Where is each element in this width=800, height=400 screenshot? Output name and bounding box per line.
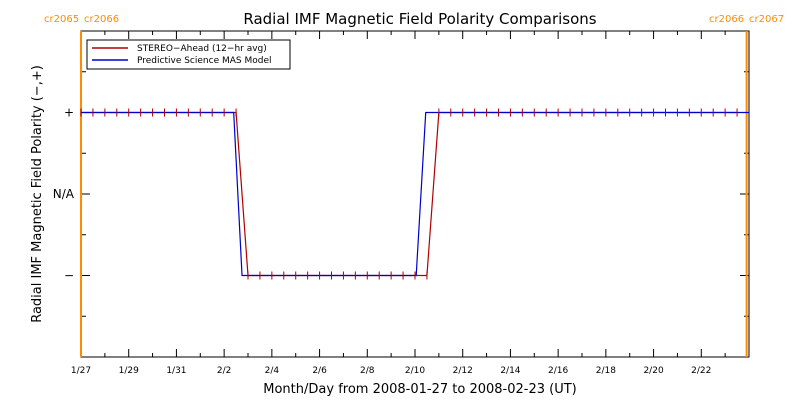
- y-tick-label: +: [64, 106, 74, 120]
- model-series-line: [81, 111, 749, 277]
- chart-title: Radial IMF Magnetic Field Polarity Compa…: [243, 10, 596, 28]
- x-tick-label: 2/10: [405, 366, 425, 376]
- x-tick-label: 2/18: [596, 366, 616, 376]
- x-tick-label: 2/4: [265, 366, 280, 376]
- carrington-markers: [80, 31, 748, 357]
- stereo-series-line: [81, 111, 738, 277]
- x-tick-label: 2/22: [691, 366, 711, 376]
- carrington-label-left-2: cr2066: [84, 14, 119, 25]
- y-axis-label: Radial IMF Magnetic Field Polarity (−,+): [30, 65, 45, 323]
- x-tick-label: 2/12: [453, 366, 473, 376]
- legend: STEREO−Ahead (12−hr avg) Predictive Scie…: [86, 39, 291, 70]
- x-tick-label: 1/29: [119, 366, 139, 376]
- legend-label-stereo: STEREO−Ahead (12−hr avg): [137, 44, 267, 54]
- x-tick-label: 2/2: [217, 366, 231, 376]
- axis-ticks: 1/27 1/29 1/31 2/2 2/4 2/6 2/8 2/10 2/12 2/14 2/16…: [53, 30, 750, 376]
- x-tick-label: 2/8: [360, 366, 375, 376]
- carrington-label-right-2: cr2067: [749, 14, 784, 25]
- x-axis-label: Month/Day from 2008-01-27 to 2008-02-23 …: [263, 382, 576, 397]
- y-tick-label: −: [64, 269, 74, 283]
- carrington-label-right: cr2066: [709, 14, 744, 25]
- x-tick-label: 1/27: [71, 366, 91, 376]
- x-tick-label: 2/14: [500, 366, 520, 376]
- y-tick-label: N/A: [53, 187, 75, 201]
- x-tick-label: 2/6: [312, 366, 327, 376]
- data-series: [80, 108, 749, 280]
- carrington-label-left: cr2065: [44, 14, 79, 25]
- plot-frame: [80, 30, 750, 358]
- legend-label-model: Predictive Science MAS Model: [137, 56, 272, 66]
- legend-box: [86, 39, 291, 70]
- x-tick-label: 2/16: [548, 366, 568, 376]
- x-tick-label: 2/20: [643, 366, 663, 376]
- x-tick-label: 1/31: [166, 366, 186, 376]
